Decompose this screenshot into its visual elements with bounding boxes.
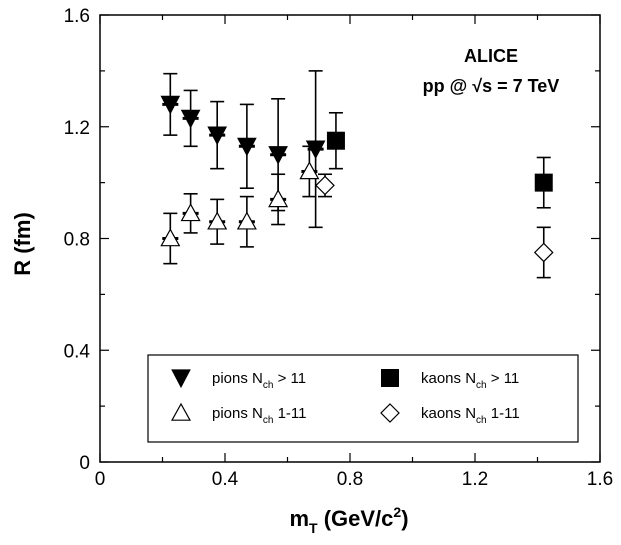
- legend-item-kaons-1-11: kaons Nch 1-11: [380, 403, 520, 426]
- y-tick-label: 0.8: [64, 230, 90, 251]
- legend-label: pions Nch > 11: [212, 370, 306, 391]
- series-kaons-1-11: [315, 173, 554, 279]
- x-tick-label: 0.8: [337, 469, 363, 490]
- x-axis-label-close: ): [401, 506, 408, 531]
- legend-marker: [170, 402, 192, 421]
- data-point: [180, 109, 201, 129]
- x-axis-label-superscript: 2: [393, 504, 401, 520]
- data-point: [326, 131, 345, 150]
- data-marks: [160, 70, 554, 279]
- legend-marker: [380, 403, 400, 423]
- legend-marker: [171, 369, 191, 389]
- legend-item-pions-gt11: pions Nch > 11: [171, 369, 306, 391]
- x-axis-label-unit: (GeV/c: [318, 506, 394, 531]
- data-point: [268, 189, 289, 208]
- x-axis-label-subscript: T: [309, 520, 318, 536]
- data-point: [305, 140, 326, 160]
- data-point: [180, 203, 201, 222]
- data-point: [299, 161, 320, 180]
- x-axis-label-main: m: [289, 506, 309, 531]
- y-tick-label: 0: [79, 453, 90, 474]
- x-tick-label: 0.4: [212, 469, 239, 490]
- data-point: [533, 242, 554, 263]
- legend-label: pions Nch 1-11: [212, 405, 307, 426]
- x-tick-label: 1.6: [587, 469, 613, 490]
- annotation-energy: pp @ √s = 7 TeV: [423, 76, 560, 96]
- legend-item-pions-1-11: pions Nch 1-11: [170, 402, 307, 426]
- x-tick-label: 0: [95, 469, 106, 490]
- data-point: [237, 137, 257, 157]
- tick-labels: 0 0.4 0.8 1.2 1.6 0 0.4 0.8 1.2 1.6: [64, 6, 614, 490]
- series-pions-gt11: [160, 70, 326, 229]
- y-axis-label: R (fm): [10, 212, 35, 276]
- legend-marker: [381, 369, 399, 387]
- data-point: [534, 173, 553, 192]
- legend: pions Nch > 11 pions Nch 1-11 kaons Nch > …: [147, 354, 579, 443]
- data-point: [236, 211, 257, 230]
- data-point: [315, 175, 335, 196]
- series-pions-1-11: [160, 145, 320, 265]
- y-tick-label: 1.2: [64, 118, 90, 139]
- y-tick-label: 0.4: [64, 341, 91, 362]
- data-point: [207, 211, 228, 230]
- data-point: [207, 126, 228, 146]
- x-axis-label: mT (GeV/c2): [289, 504, 408, 536]
- series-kaons-gt11: [326, 111, 553, 209]
- data-point: [160, 228, 181, 247]
- legend-label: kaons Nch 1-11: [421, 405, 520, 426]
- data-point: [268, 146, 288, 165]
- x-tick-label: 1.2: [462, 469, 488, 490]
- annotation-experiment: ALICE: [464, 46, 518, 66]
- axes: [99, 14, 601, 463]
- legend-label: kaons Nch > 11: [421, 370, 519, 391]
- data-point: [160, 95, 181, 115]
- y-tick-label: 1.6: [64, 6, 90, 27]
- legend-box: [147, 354, 579, 443]
- legend-item-kaons-gt11: kaons Nch > 11: [381, 369, 519, 391]
